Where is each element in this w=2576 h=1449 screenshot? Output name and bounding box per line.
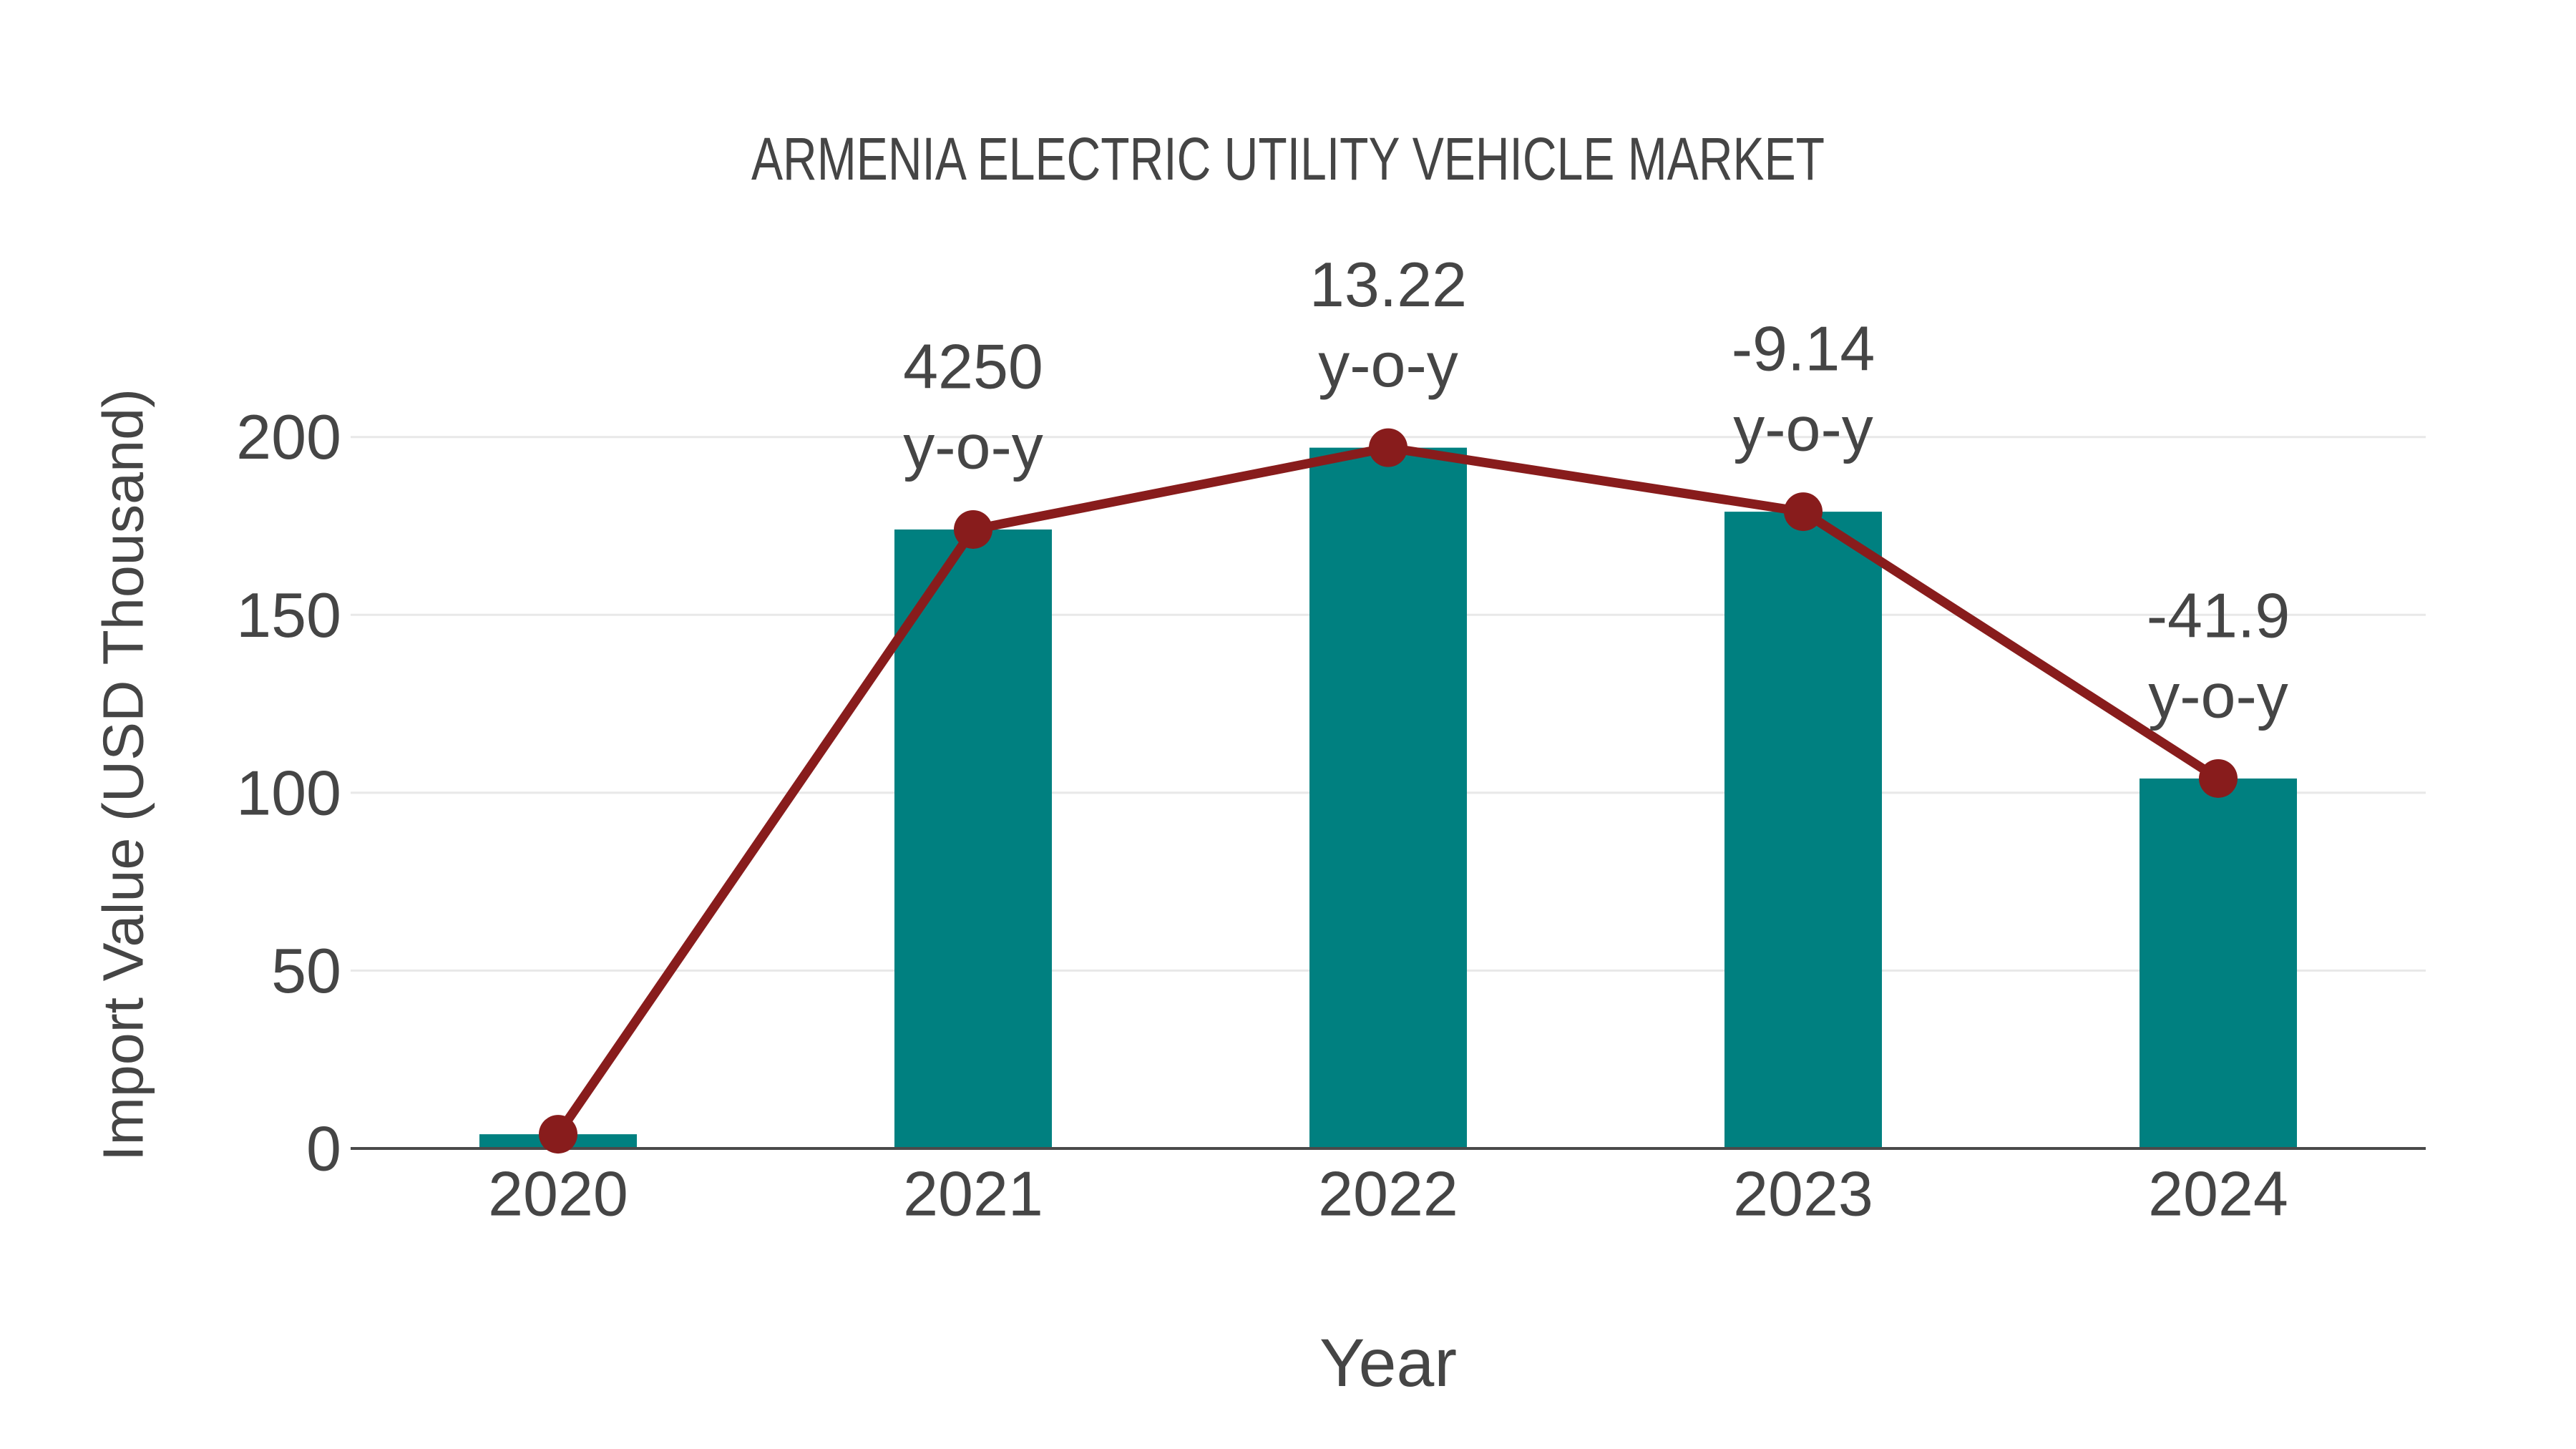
annotation-2021-suffix: y-o-y [903, 411, 1043, 482]
labels-layer: 0 50 100 150 200 2020 2021 2022 2023 2024 [236, 401, 2288, 1229]
annotation-2024-value: -41.9 [2147, 580, 2290, 650]
chart-title: ARMENIA ELECTRIC UTILITY VEHICLE MARKET [751, 125, 1825, 192]
trend-marker-2020 [539, 1115, 577, 1154]
x-axis-title: Year [1319, 1325, 1457, 1401]
trend-marker-2022 [1369, 428, 1407, 467]
bar-2021 [894, 529, 1052, 1148]
trend-line-layer [539, 428, 2238, 1154]
bar-2022 [1309, 447, 1467, 1148]
x-tick-label-2021: 2021 [903, 1158, 1043, 1229]
x-tick-label-2023: 2023 [1733, 1158, 1873, 1229]
bar-2023 [1724, 512, 1882, 1148]
y-tick-label-0: 0 [306, 1113, 341, 1184]
annotation-2022-suffix: y-o-y [1318, 329, 1458, 400]
y-tick-label-50: 50 [271, 935, 341, 1006]
y-tick-label-200: 200 [236, 401, 341, 472]
annotation-2023-value: -9.14 [1732, 313, 1875, 384]
x-tick-label-2020: 2020 [488, 1158, 628, 1229]
y-axis-title: Import Value (USD Thousand) [92, 389, 155, 1161]
y-tick-label-100: 100 [236, 757, 341, 828]
bars-layer [479, 447, 2297, 1148]
x-tick-label-2024: 2024 [2148, 1158, 2288, 1229]
annotation-2024-suffix: y-o-y [2148, 660, 2288, 731]
annotation-2021-value: 4250 [903, 331, 1043, 401]
annotation-2022-value: 13.22 [1309, 249, 1467, 320]
bar-2024 [2140, 778, 2297, 1148]
trend-marker-2023 [1784, 492, 1823, 532]
x-tick-label-2022: 2022 [1318, 1158, 1458, 1229]
trend-marker-2021 [954, 509, 992, 549]
trend-marker-2024 [2199, 758, 2238, 798]
annotation-2023-suffix: y-o-y [1733, 394, 1873, 464]
y-tick-label-150: 150 [236, 580, 341, 650]
annotations-layer: 4250 y-o-y 13.22 y-o-y -9.14 y-o-y -41.9 y-o-y [903, 249, 2290, 731]
